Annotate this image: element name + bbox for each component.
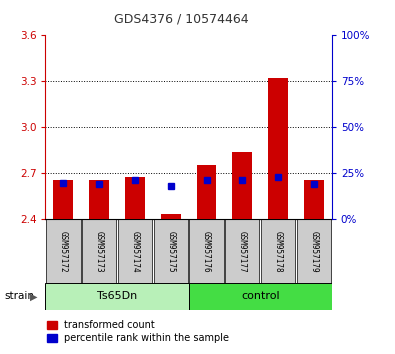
Text: GSM957173: GSM957173 [95,230,103,272]
Text: GSM957177: GSM957177 [238,230,247,272]
Bar [233,152,252,219]
Bar [53,180,73,219]
Text: ▶: ▶ [30,291,37,302]
Bar [45,283,189,310]
Bar [89,180,109,219]
Text: GSM957179: GSM957179 [309,230,318,272]
Bar [268,78,288,219]
Text: GSM957178: GSM957178 [274,230,282,272]
Bar [46,219,81,283]
Text: GSM957174: GSM957174 [130,230,139,272]
Text: GDS4376 / 10574464: GDS4376 / 10574464 [115,12,249,25]
Bar [154,219,188,283]
Bar [225,219,260,283]
Text: GSM957175: GSM957175 [166,230,175,272]
Bar [118,219,152,283]
Bar [161,214,181,219]
Text: strain: strain [4,291,34,302]
Bar [82,219,116,283]
Text: control: control [241,291,280,302]
Bar [197,165,216,219]
Text: Ts65Dn: Ts65Dn [97,291,137,302]
Text: GSM957172: GSM957172 [59,230,68,272]
Bar [125,177,145,219]
Bar [189,283,332,310]
Text: GSM957176: GSM957176 [202,230,211,272]
Bar [189,219,224,283]
Bar [304,180,324,219]
Bar [261,219,295,283]
Bar [297,219,331,283]
Legend: transformed count, percentile rank within the sample: transformed count, percentile rank withi… [43,316,233,347]
